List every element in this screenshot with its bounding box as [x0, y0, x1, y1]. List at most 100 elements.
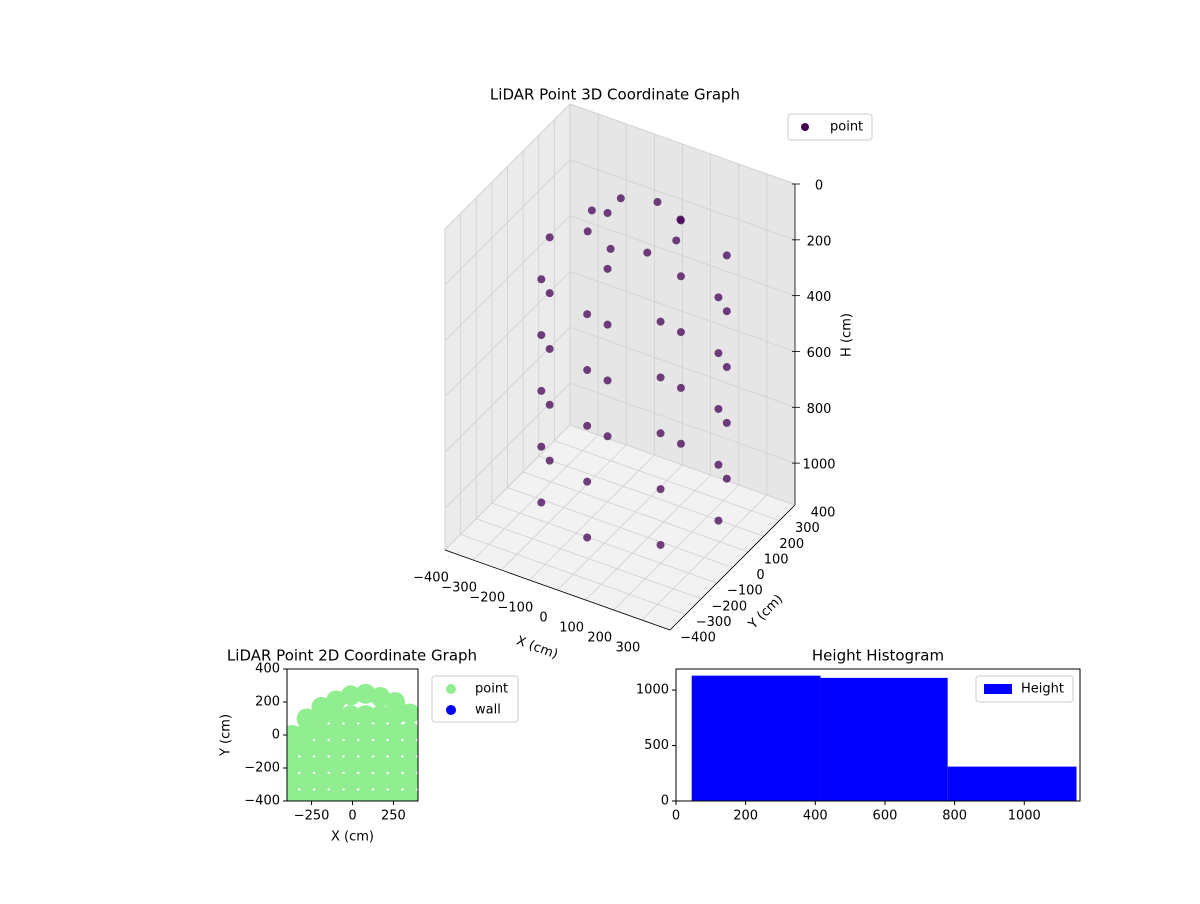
- point: [355, 738, 376, 759]
- point: [714, 516, 723, 525]
- point: [537, 331, 546, 340]
- point: [340, 705, 361, 726]
- legend-label: point: [475, 682, 508, 697]
- point: [340, 721, 361, 742]
- point: [355, 754, 376, 775]
- grid-line: [507, 487, 733, 568]
- point: [340, 685, 361, 706]
- point: [340, 771, 361, 792]
- axes-frame: [675, 668, 1081, 802]
- y-tick-label: 200: [779, 537, 804, 552]
- point: [537, 386, 546, 395]
- point: [326, 705, 347, 726]
- bar: [820, 677, 948, 801]
- point: [537, 275, 546, 284]
- x-tick-label: 250: [381, 809, 406, 824]
- point: [545, 233, 554, 242]
- point: [714, 293, 723, 302]
- bar: [691, 675, 821, 801]
- point: [370, 771, 391, 792]
- legend-box: [787, 113, 873, 141]
- x-tick-label: −250: [294, 809, 330, 824]
- legend-label: point: [830, 120, 863, 135]
- point: [311, 771, 332, 792]
- point: [714, 349, 723, 358]
- point: [545, 400, 554, 409]
- grid-line: [476, 518, 702, 600]
- point: [722, 307, 731, 316]
- point: [656, 485, 665, 494]
- grid-line: [569, 103, 796, 185]
- point: [722, 363, 731, 372]
- grid-line: [554, 440, 780, 522]
- legend-marker: [801, 123, 809, 131]
- point: [676, 272, 685, 281]
- point: [656, 373, 665, 382]
- point: [385, 692, 406, 712]
- z-axis-label: H (cm): [840, 313, 855, 357]
- y-tick-label: 0: [661, 794, 669, 809]
- point: [583, 421, 592, 430]
- grid-line: [569, 382, 796, 464]
- point: [355, 721, 376, 742]
- point: [676, 216, 685, 225]
- y-tick-label: 500: [644, 738, 669, 753]
- point: [296, 738, 317, 759]
- point: [296, 754, 317, 775]
- point: [355, 771, 376, 792]
- y-tick-label: 1000: [636, 683, 669, 698]
- chart-title: LiDAR Point 3D Coordinate Graph: [490, 86, 740, 104]
- point: [722, 418, 731, 427]
- point: [676, 439, 685, 448]
- z-tick-label: 600: [807, 346, 832, 361]
- point: [603, 264, 612, 273]
- point: [370, 705, 391, 726]
- y-tick-label: 200: [255, 695, 280, 710]
- point: [399, 721, 418, 742]
- point: [545, 456, 554, 465]
- point: [603, 376, 612, 385]
- x-tick-label: −200: [469, 591, 505, 606]
- grid-line: [444, 159, 571, 286]
- point: [545, 289, 554, 298]
- point: [340, 738, 361, 759]
- x-tick-label: 1000: [1008, 809, 1041, 824]
- point: [722, 474, 731, 483]
- point: [583, 227, 592, 236]
- point: [399, 754, 418, 775]
- x-tick-label: 200: [733, 809, 758, 824]
- legend-label: Height: [1021, 682, 1064, 697]
- z-tick-label: 400: [807, 290, 832, 305]
- point: [714, 404, 723, 413]
- point: [722, 251, 731, 260]
- point: [311, 754, 332, 775]
- point: [385, 721, 406, 742]
- point: [676, 383, 685, 392]
- legend-label: wall: [475, 703, 501, 718]
- point: [326, 721, 347, 742]
- z-tick-label: 1000: [802, 458, 835, 473]
- point: [603, 209, 612, 218]
- y-tick-label: −200: [711, 599, 747, 614]
- y-tick-label: −200: [244, 761, 280, 776]
- point: [545, 344, 554, 353]
- point: [355, 705, 376, 726]
- point: [583, 477, 592, 486]
- point: [537, 498, 546, 507]
- x-tick-label: 300: [615, 641, 640, 656]
- point: [399, 771, 418, 792]
- x-tick-label: 800: [942, 809, 967, 824]
- x-tick-label: −300: [441, 581, 477, 596]
- grid-line: [522, 471, 749, 553]
- x-tick-label: −400: [413, 571, 449, 586]
- grid-line: [569, 159, 796, 241]
- y-tick-label: 400: [811, 506, 836, 521]
- x-tick-label: 0: [348, 809, 356, 824]
- point: [643, 248, 652, 257]
- point: [583, 533, 592, 542]
- legend-marker: [446, 705, 456, 715]
- x-tick-label: 0: [672, 809, 680, 824]
- point: [385, 754, 406, 775]
- x-tick-label: −100: [498, 601, 534, 616]
